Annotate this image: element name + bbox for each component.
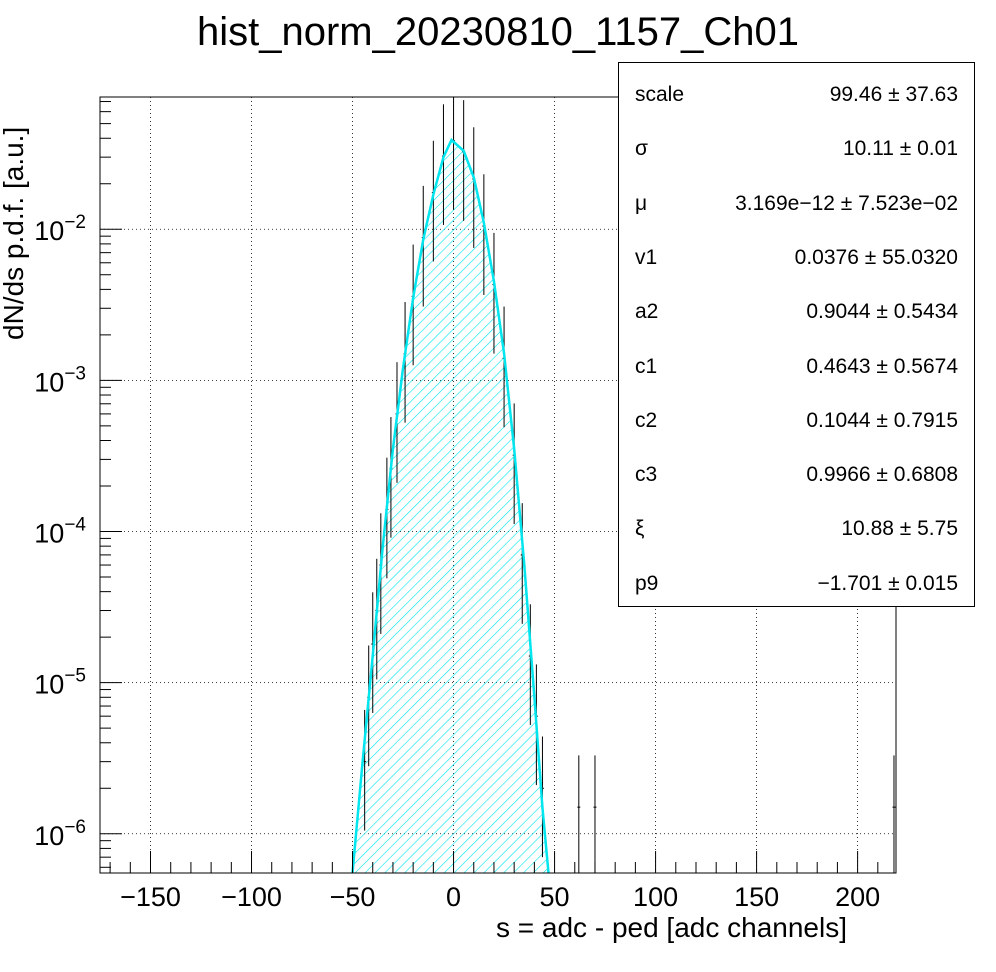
y-tick-label: 10−4 [34, 515, 86, 549]
stats-label: c1 [635, 354, 658, 378]
stats-label: a2 [635, 300, 659, 324]
stats-row: μ 3.169e−12 ± 7.523e−02 [619, 174, 974, 228]
x-tick-label: −100 [221, 882, 282, 912]
stats-row: p9 −1.701 ± 0.015 [619, 554, 974, 608]
stats-label: ξ [635, 517, 645, 541]
stats-label: v1 [635, 245, 658, 269]
stats-value: 99.46 ± 37.63 [829, 83, 958, 106]
fit-curve [351, 137, 550, 874]
stats-value: 0.9966 ± 0.6808 [806, 463, 958, 487]
stats-row: v1 0.0376 ± 55.0320 [619, 228, 974, 282]
stats-row: c1 0.4643 ± 0.5674 [619, 337, 974, 391]
stats-label: σ [635, 137, 648, 161]
y-tick-label: 10−3 [34, 363, 86, 397]
chart-title: hist_norm_20230810_1157_Ch01 [197, 10, 799, 54]
stats-value: 0.4643 ± 0.5674 [806, 354, 958, 378]
stats-label: scale [635, 83, 685, 106]
stats-label: c2 [635, 408, 658, 432]
x-tick-label: 50 [540, 882, 570, 912]
stats-label: μ [635, 191, 648, 215]
stats-row: scale 99.46 ± 37.63 [619, 65, 974, 119]
x-tick-label: 200 [835, 882, 880, 912]
data-point [577, 755, 581, 873]
stats-value: −1.701 ± 0.015 [817, 571, 958, 595]
stats-row: a2 0.9044 ± 0.5434 [619, 282, 974, 336]
x-tick-label: 150 [734, 882, 779, 912]
x-tick-label: 100 [633, 882, 678, 912]
stats-row: c3 0.9966 ± 0.6808 [619, 445, 974, 499]
fit-stats-box: scale 99.46 ± 37.63 σ 10.11 ± 0.01 μ 3.169e−1… [618, 62, 975, 607]
x-tick-label: −50 [330, 882, 376, 912]
x-tick-label: −150 [120, 882, 181, 912]
fit-curve-line [351, 137, 550, 874]
data-point [593, 755, 597, 873]
stats-row: ξ 10.88 ± 5.75 [619, 499, 974, 553]
stats-label: c3 [635, 463, 658, 487]
stats-value: 10.88 ± 5.75 [841, 517, 958, 541]
stats-row: c2 0.1044 ± 0.7915 [619, 391, 974, 445]
stats-label: p9 [635, 571, 659, 595]
x-tick-label: 0 [446, 882, 461, 912]
y-tick-label: 10−5 [34, 666, 86, 700]
stats-value: 3.169e−12 ± 7.523e−02 [735, 191, 958, 215]
x-axis-title: s = adc - ped [adc channels] [496, 912, 847, 943]
tick-labels: −150 −100 −50 0 50 100 150 200 10−6 10−5 10−4 10−3 1… [34, 212, 880, 912]
y-tick-label: 10−2 [34, 212, 86, 246]
stats-row: σ 10.11 ± 0.01 [619, 119, 974, 173]
data-point [892, 755, 896, 873]
y-axis-title: dN/ds p.d.f. [a.u.] [0, 126, 29, 340]
stats-value: 0.0376 ± 55.0320 [794, 245, 958, 269]
stats-value: 10.11 ± 0.01 [842, 137, 958, 161]
stats-value: 0.1044 ± 0.7915 [806, 408, 958, 432]
stats-value: 0.9044 ± 0.5434 [806, 300, 958, 324]
y-tick-label: 10−6 [34, 817, 86, 851]
